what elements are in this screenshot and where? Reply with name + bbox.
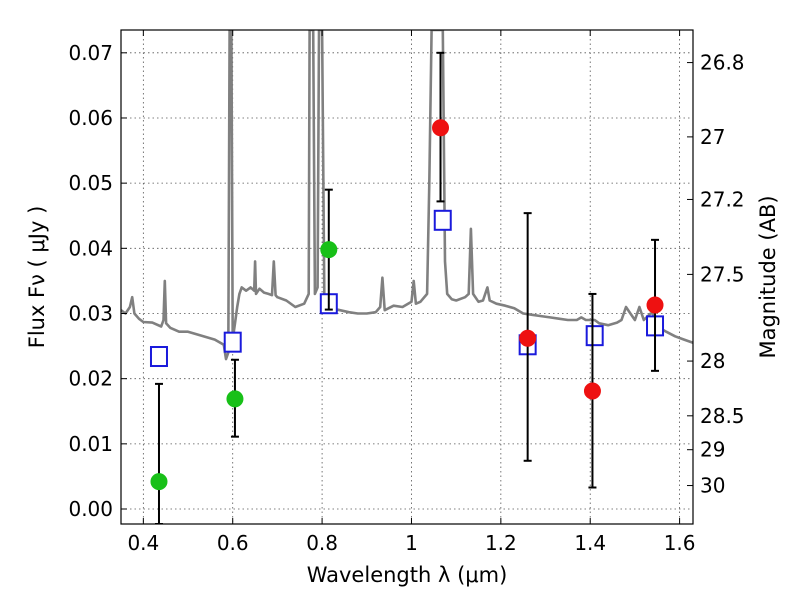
x-tick-label: 0.4 — [127, 531, 159, 555]
x-axis-label: Wavelength λ (μm) — [307, 563, 508, 587]
x-tick-label: 1.4 — [574, 531, 606, 555]
model-square-marker — [433, 209, 452, 231]
x-tick-label: 1.6 — [664, 531, 696, 555]
y-axis-label: Flux Fν ( μJy ) — [25, 206, 49, 349]
x-tick-label: 1.2 — [485, 531, 517, 555]
y-tick-label: 0.07 — [68, 41, 113, 65]
data-point — [150, 473, 168, 491]
model-square-marker — [223, 331, 242, 353]
data-point — [519, 329, 537, 347]
axis-ticks: 0.4 0.6 0.8 1 1.2 1.4 1.6 0.00 0.01 0.02 0.03 0.04 0… — [68, 30, 745, 555]
model-square-marker — [149, 346, 168, 368]
right-tick-label: 28.5 — [700, 404, 745, 428]
data-point — [432, 119, 450, 137]
y-tick-label: 0.01 — [68, 432, 113, 456]
y-tick-label: 0.04 — [68, 236, 113, 260]
plot-frame — [120, 29, 694, 525]
x-tick-label: 0.8 — [306, 531, 338, 555]
data-point — [646, 296, 664, 314]
y-tick-label: 0.03 — [68, 301, 113, 325]
right-tick-label: 27 — [700, 125, 725, 149]
plot-area — [121, 30, 693, 524]
right-tick-label: 27.2 — [700, 187, 745, 211]
y-tick-label: 0.00 — [68, 497, 113, 521]
right-axis-label: Magnitude (AB) — [756, 195, 780, 358]
model-square-marker — [585, 325, 604, 347]
y-tick-label: 0.02 — [68, 367, 113, 391]
right-tick-label: 29 — [700, 438, 725, 462]
right-tick-label: 27.5 — [700, 262, 745, 286]
right-tick-label: 28 — [700, 349, 725, 373]
data-point — [320, 241, 338, 259]
data-point — [583, 382, 601, 400]
x-tick-label: 0.6 — [217, 531, 249, 555]
data-point — [226, 390, 244, 408]
spectrum-line — [121, 30, 693, 361]
y-tick-label: 0.06 — [68, 106, 113, 130]
x-tick-label: 1 — [405, 531, 418, 555]
right-tick-label: 26.8 — [700, 51, 745, 75]
y-tick-label: 0.05 — [68, 171, 113, 195]
right-tick-label: 30 — [700, 474, 725, 498]
grid — [121, 30, 693, 524]
